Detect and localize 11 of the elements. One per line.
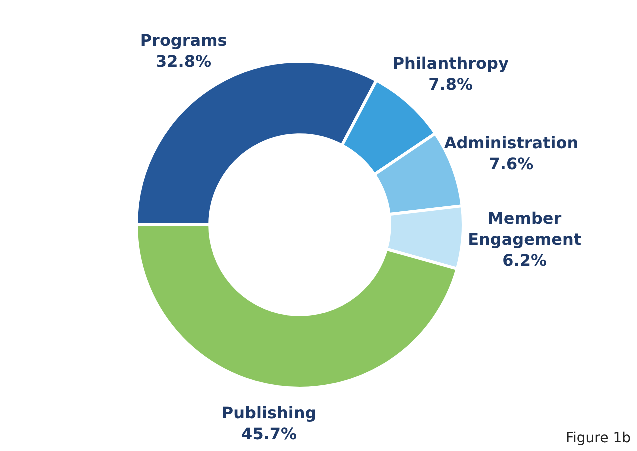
slice-label: Programs <box>140 30 228 50</box>
data-label: 7.6% <box>489 154 534 174</box>
slice-label: Philanthropy <box>392 54 510 73</box>
caption: Figure 1b <box>566 430 632 447</box>
slice-label: Member Engagement <box>468 208 582 249</box>
data-label: 32.8% <box>156 52 212 71</box>
data-label: 45.7% <box>242 424 298 444</box>
data-label: 7.8% <box>428 74 474 94</box>
slice-label: Publishing <box>222 403 317 422</box>
slice-label: Administration <box>444 134 579 153</box>
data-label: 6.2% <box>502 250 547 270</box>
